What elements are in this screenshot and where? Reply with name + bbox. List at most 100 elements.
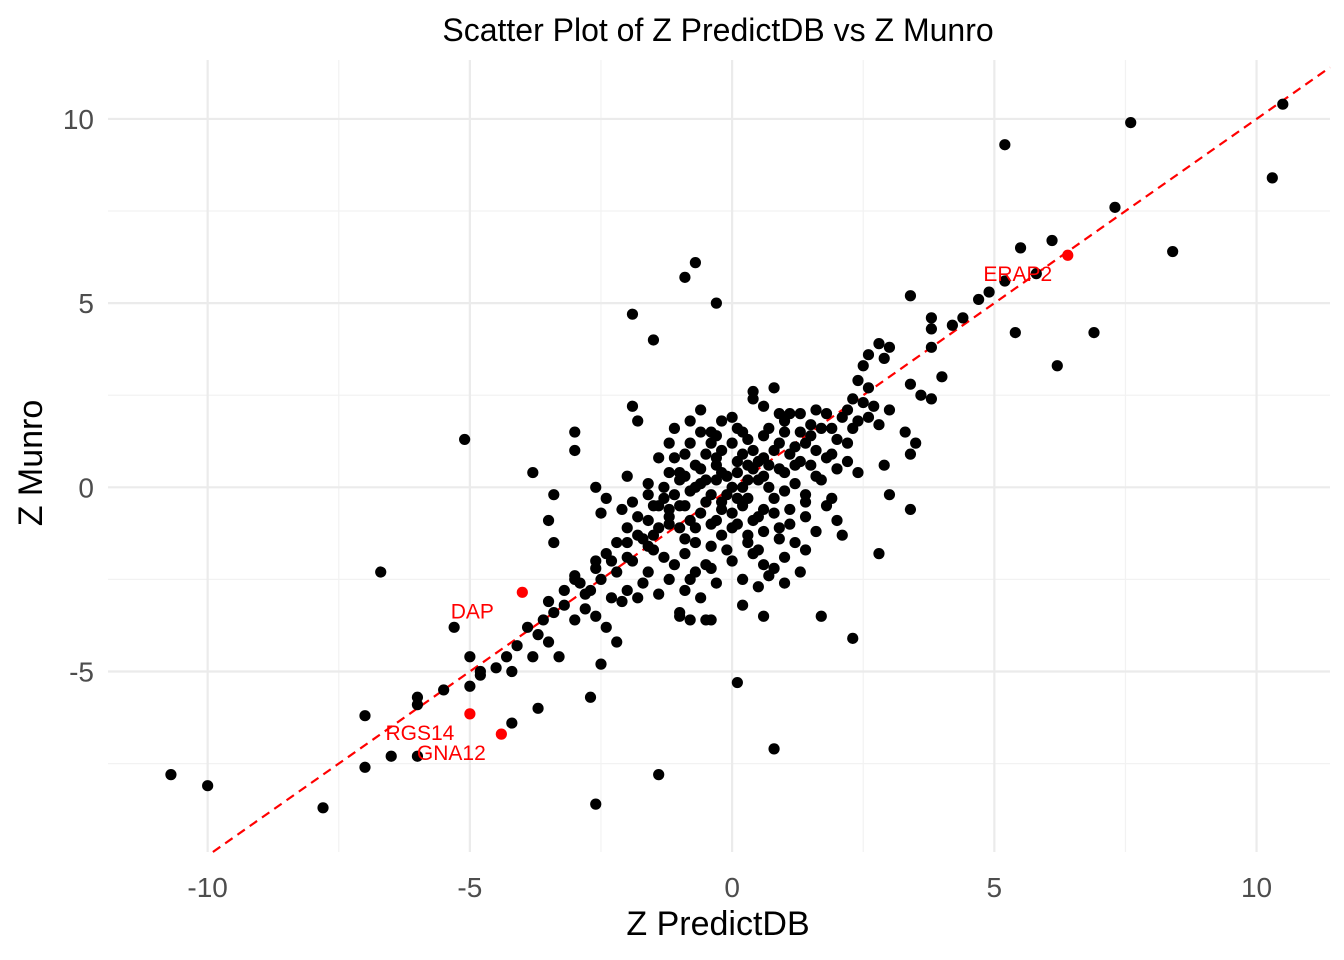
data-point — [511, 640, 523, 652]
data-point — [632, 592, 644, 604]
data-point — [653, 452, 665, 464]
data-point — [558, 584, 570, 597]
data-point — [679, 271, 691, 283]
data-point — [799, 511, 812, 523]
x-tick-label: 0 — [724, 872, 740, 903]
data-point — [689, 481, 701, 493]
data-point — [710, 474, 722, 486]
data-point — [1088, 326, 1100, 339]
data-point — [789, 441, 801, 453]
x-tick-label: -10 — [187, 872, 227, 903]
highlighted-points — [464, 249, 1074, 740]
data-point — [946, 319, 958, 331]
data-point — [359, 761, 371, 773]
data-point — [973, 293, 985, 306]
data-point — [590, 798, 602, 810]
data-point — [873, 338, 885, 350]
data-point — [710, 297, 722, 309]
data-point — [799, 544, 812, 556]
data-point — [731, 492, 743, 504]
data-point — [799, 437, 812, 449]
data-point — [679, 533, 691, 545]
data-point — [768, 743, 780, 755]
data-point — [716, 529, 728, 541]
data-point — [763, 481, 775, 493]
data-point — [590, 481, 602, 493]
data-point — [621, 522, 633, 534]
data-point — [836, 529, 848, 541]
data-point — [862, 349, 875, 361]
data-point — [805, 419, 817, 431]
data-point — [548, 606, 560, 619]
data-point — [674, 522, 686, 534]
data-point — [642, 489, 654, 501]
data-point — [915, 389, 927, 401]
data-point — [584, 691, 597, 703]
data-point — [642, 540, 654, 552]
data-point — [904, 290, 917, 302]
data-point — [815, 422, 827, 434]
data-point — [805, 459, 817, 471]
highlight-point-erap2 — [1062, 249, 1074, 261]
data-point — [1009, 326, 1021, 339]
y-axis-title: Z Munro — [12, 400, 50, 527]
data-point — [737, 599, 749, 611]
data-point — [448, 621, 460, 633]
data-point — [862, 382, 875, 394]
data-point — [621, 584, 633, 597]
data-point — [857, 360, 869, 372]
data-point — [841, 455, 854, 468]
data-point — [647, 500, 660, 512]
data-point — [847, 393, 859, 405]
data-point — [653, 588, 665, 600]
y-tick-label: 5 — [78, 288, 94, 319]
data-point — [757, 525, 770, 538]
highlight-point-gna12 — [495, 728, 507, 740]
data-point — [731, 518, 743, 530]
data-point — [595, 658, 607, 670]
data-point — [810, 444, 822, 457]
data-point — [632, 415, 644, 427]
data-point — [474, 665, 486, 678]
data-point — [778, 551, 791, 563]
data-point — [826, 492, 838, 504]
data-point — [757, 470, 770, 482]
data-point — [579, 603, 591, 615]
data-point — [794, 566, 806, 578]
data-point — [794, 408, 806, 420]
data-point — [637, 577, 649, 589]
data-point — [558, 599, 570, 611]
data-point — [1167, 245, 1179, 258]
data-point — [768, 507, 780, 519]
x-tick-label: 5 — [987, 872, 1003, 903]
data-point — [590, 610, 602, 622]
data-point — [674, 610, 686, 622]
data-point — [810, 525, 822, 538]
data-point — [831, 514, 843, 527]
y-tick-label: 10 — [63, 104, 94, 135]
data-point — [904, 378, 917, 390]
data-point — [778, 415, 791, 427]
data-point — [626, 400, 639, 412]
data-point — [747, 385, 759, 398]
identity-line — [212, 66, 1331, 853]
data-point — [721, 544, 733, 556]
data-point — [904, 448, 917, 460]
data-point — [642, 514, 654, 527]
data-point — [731, 676, 743, 689]
data-point — [569, 444, 581, 457]
data-point — [595, 573, 607, 586]
data-point — [1109, 201, 1121, 213]
data-point — [726, 507, 738, 519]
data-point — [658, 551, 670, 563]
data-point — [626, 308, 639, 320]
data-point — [464, 651, 476, 663]
data-point — [925, 312, 938, 324]
data-point — [731, 455, 743, 468]
data-point — [983, 286, 995, 298]
data-point — [527, 466, 539, 479]
data-point — [768, 562, 780, 574]
highlight-point-dap — [516, 586, 528, 598]
data-point — [553, 651, 565, 663]
